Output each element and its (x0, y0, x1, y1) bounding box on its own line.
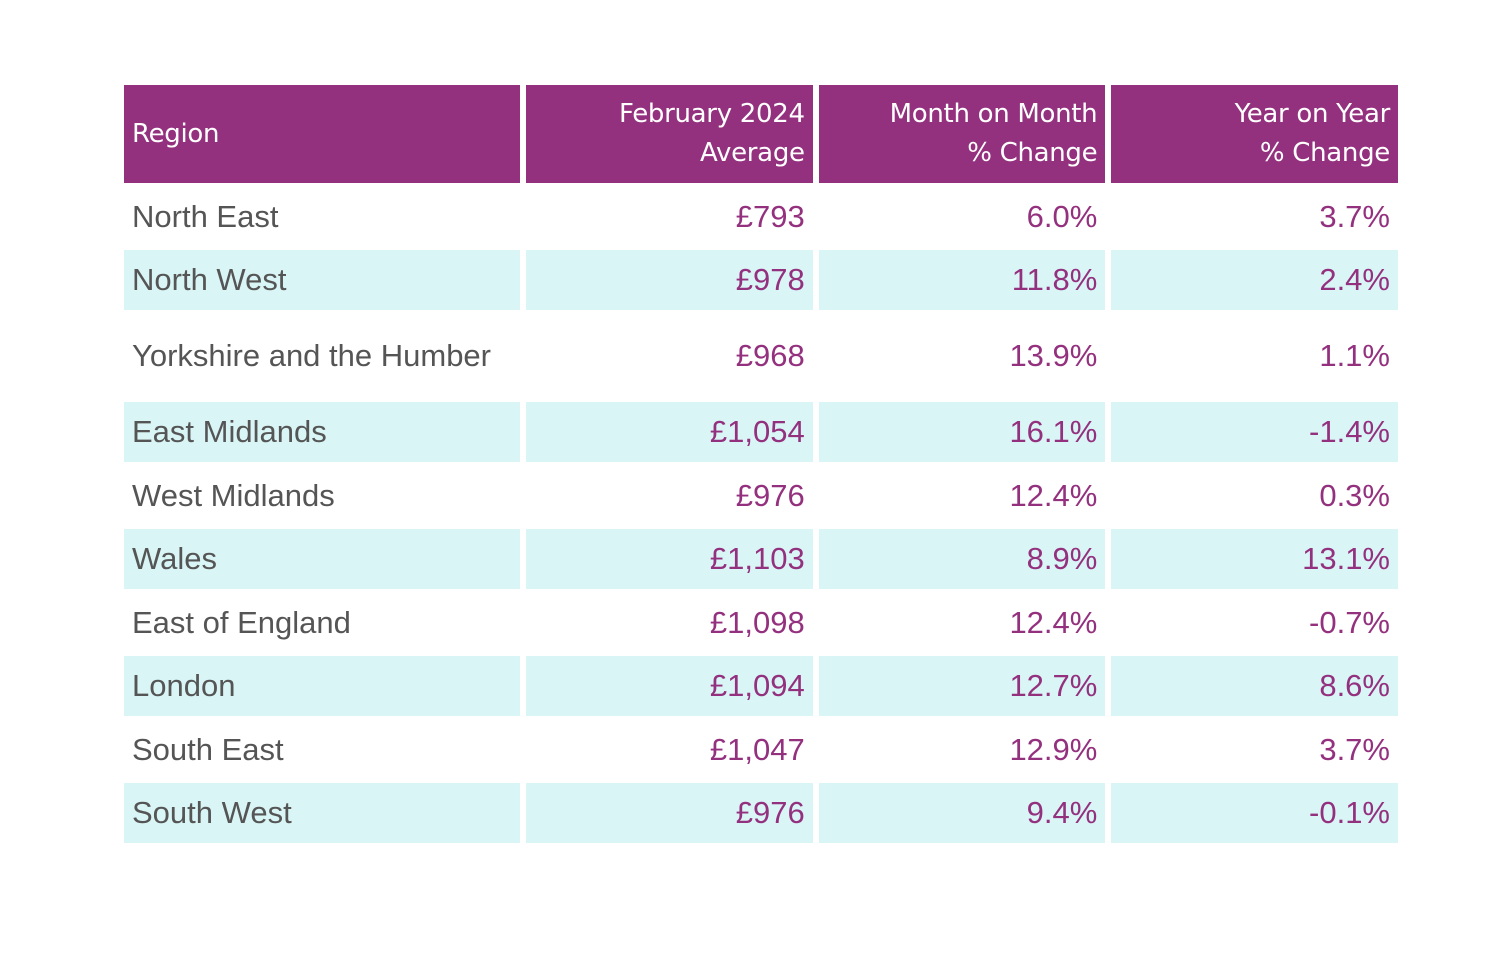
average-cell: £968 (735, 338, 805, 373)
table-row: East of England £1,098 12.4% -0.7% (124, 589, 1398, 656)
mom-change-cell: 11.8% (818, 250, 1106, 310)
mom-change-cell: 12.4% (1009, 477, 1098, 513)
mom-change-cell: 16.1% (818, 402, 1106, 462)
average-cell: £976 (735, 477, 805, 513)
average-cell: £1,094 (525, 656, 813, 716)
header-region: Region (124, 85, 520, 183)
table-body: North East £793 6.0% 3.7% North West £97… (124, 183, 1398, 843)
mom-change-cell: 12.4% (1009, 604, 1098, 640)
average-cell: £1,098 (709, 604, 805, 640)
yoy-change-cell: 8.6% (1111, 656, 1398, 716)
table-row: Yorkshire and the Humber £968 13.9% 1.1% (124, 310, 1398, 402)
yoy-change-cell: 3.7% (1319, 731, 1390, 767)
header-month-on-month: Month on Month % Change (818, 85, 1106, 183)
yoy-change-cell: 2.4% (1111, 250, 1398, 310)
header-year-on-year: Year on Year % Change (1111, 85, 1398, 183)
table-row: East Midlands £1,054 16.1% -1.4% (124, 402, 1398, 462)
yoy-change-cell: 1.1% (1319, 338, 1390, 373)
mom-change-cell: 12.9% (1009, 731, 1098, 767)
mom-change-cell: 13.9% (1009, 338, 1098, 373)
region-cell: Yorkshire and the Humber (132, 338, 491, 373)
rent-table-container: Region February 2024 Average Month on Mo… (124, 85, 1404, 843)
region-cell: London (124, 656, 520, 716)
yoy-change-cell: 0.3% (1319, 477, 1390, 513)
region-cell: South East (132, 731, 284, 767)
table-row: West Midlands £976 12.4% 0.3% (124, 462, 1398, 529)
yoy-change-cell: -0.7% (1309, 604, 1390, 640)
table-header: Region February 2024 Average Month on Mo… (124, 85, 1398, 183)
table-row: South West £976 9.4% -0.1% (124, 783, 1398, 843)
header-row: Region February 2024 Average Month on Mo… (124, 85, 1398, 183)
region-cell: South West (124, 783, 520, 843)
table-row: South East £1,047 12.9% 3.7% (124, 716, 1398, 783)
header-yoy-line2: % Change (1259, 138, 1390, 168)
header-region-label: Region (132, 118, 220, 149)
region-cell: East of England (132, 604, 351, 640)
yoy-change-cell: 3.7% (1319, 198, 1390, 234)
average-cell: £1,054 (525, 402, 813, 462)
region-cell: East Midlands (124, 402, 520, 462)
region-cell: Wales (124, 529, 520, 589)
table-row: London £1,094 12.7% 8.6% (124, 656, 1398, 716)
header-average: February 2024 Average (525, 85, 813, 183)
table-row: North West £978 11.8% 2.4% (124, 250, 1398, 310)
region-cell: North West (124, 250, 520, 310)
yoy-change-cell: 13.1% (1111, 529, 1398, 589)
region-cell: West Midlands (132, 477, 335, 513)
mom-change-cell: 8.9% (818, 529, 1106, 589)
table-row: Wales £1,103 8.9% 13.1% (124, 529, 1398, 589)
region-cell: North East (132, 198, 279, 234)
mom-change-cell: 6.0% (1026, 198, 1098, 234)
average-cell: £1,103 (525, 529, 813, 589)
average-cell: £1,047 (709, 731, 805, 767)
average-cell: £976 (525, 783, 813, 843)
header-average-line2: Average (700, 138, 805, 168)
yoy-change-cell: -1.4% (1111, 402, 1398, 462)
header-yoy-line1: Year on Year (1234, 99, 1391, 129)
header-mom-line2: % Change (967, 138, 1098, 168)
regional-rent-table: Region February 2024 Average Month on Mo… (118, 85, 1404, 843)
average-cell: £793 (735, 198, 805, 234)
table-row: North East £793 6.0% 3.7% (124, 183, 1398, 250)
average-cell: £978 (525, 250, 813, 310)
header-average-line1: February 2024 (618, 99, 805, 129)
yoy-change-cell: -0.1% (1111, 783, 1398, 843)
header-mom-line1: Month on Month (889, 99, 1098, 129)
mom-change-cell: 9.4% (818, 783, 1106, 843)
mom-change-cell: 12.7% (818, 656, 1106, 716)
